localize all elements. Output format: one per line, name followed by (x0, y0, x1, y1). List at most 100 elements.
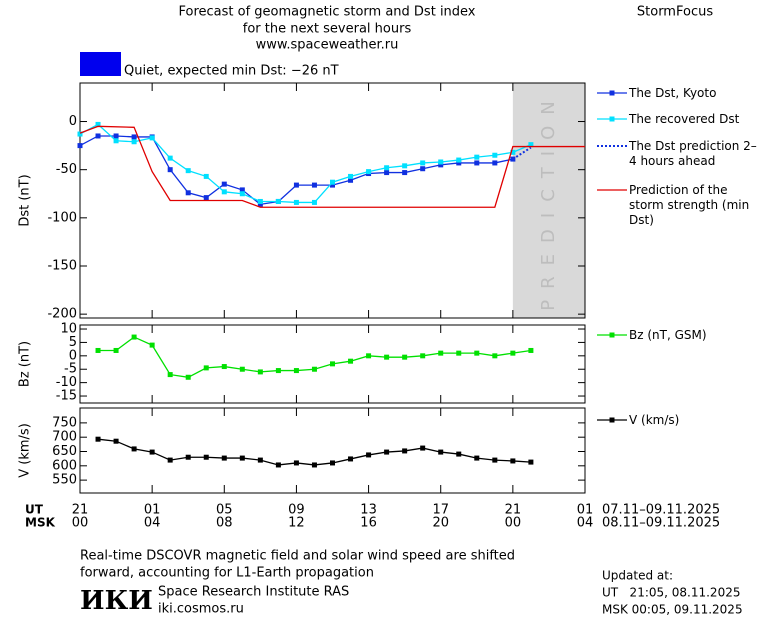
data-point (95, 347, 101, 353)
data-point (275, 198, 281, 204)
data-point (239, 455, 245, 461)
data-point (131, 334, 137, 340)
data-point (149, 135, 155, 141)
date-range: 08.11–09.11.2025 (602, 516, 720, 531)
data-point (510, 149, 516, 155)
data-point (420, 353, 426, 359)
y-axis-label: Dst (nT) (18, 174, 33, 226)
x-tick-label: 13 (360, 503, 377, 518)
data-point (474, 154, 480, 160)
data-point (330, 361, 335, 367)
y-tick-label: 750 (52, 415, 77, 430)
data-point (257, 201, 263, 207)
data-point (185, 168, 191, 174)
x-row-label: MSK (25, 516, 56, 530)
x-tick-label: 09 (288, 503, 305, 518)
data-point (293, 182, 299, 188)
data-point (330, 182, 335, 188)
data-point (456, 451, 462, 457)
data-point (438, 449, 444, 455)
data-point (330, 460, 335, 466)
y-tick-label: 550 (52, 473, 77, 488)
data-point (221, 364, 227, 370)
data-point (492, 353, 498, 359)
data-point (510, 458, 516, 464)
y-axis-label: V (km/s) (18, 423, 33, 478)
data-point (113, 133, 119, 139)
legend-entry: Bz (nT, GSM) (629, 328, 707, 342)
legend-entry: The recovered Dst (629, 112, 740, 126)
date-range: 07.11–09.11.2025 (602, 503, 720, 518)
data-point (456, 350, 462, 356)
y-tick-label: 700 (52, 430, 77, 445)
data-point (420, 160, 426, 166)
updated: UT 21:05, 08.11.2025 (602, 586, 740, 600)
y-tick-label: 600 (52, 458, 77, 473)
data-point (77, 143, 83, 149)
y-tick-label: 650 (52, 444, 77, 459)
legend-entry: Prediction of the storm strength (min Ds… (629, 183, 750, 227)
data-point (77, 131, 83, 137)
y-tick-label: 0 (69, 348, 77, 363)
data-point (293, 368, 299, 374)
x-tick-label: 00 (505, 516, 522, 531)
y-tick-label: 10 (60, 322, 77, 337)
data-point (95, 121, 101, 127)
note: forward, accounting for L1-Earth propaga… (80, 566, 374, 581)
data-point (167, 167, 173, 173)
data-point (203, 195, 209, 201)
status-box (80, 52, 121, 76)
data-point (402, 163, 408, 169)
data-point (510, 350, 516, 356)
y-tick-label: -10 (56, 375, 77, 390)
data-point (492, 457, 498, 463)
data-point (420, 445, 426, 451)
data-point (492, 160, 498, 166)
prediction-label: PREDICTION (538, 90, 559, 310)
subtitle: for the next several hours (243, 22, 412, 37)
data-point (330, 179, 335, 185)
data-point (185, 190, 191, 196)
legend-marker (609, 116, 615, 122)
data-point (348, 456, 354, 462)
data-point (420, 166, 426, 172)
data-point (257, 198, 263, 204)
data-point (384, 165, 390, 171)
data-point (113, 347, 119, 353)
plot-frame (79, 82, 586, 319)
data-point (384, 170, 390, 176)
url: www.spaceweather.ru (256, 38, 399, 53)
data-point (95, 436, 101, 442)
data-point (366, 353, 372, 359)
data-point (239, 366, 245, 372)
data-point (275, 368, 281, 374)
data-point (221, 181, 227, 187)
x-tick-label: 21 (72, 503, 89, 518)
data-point (438, 350, 444, 356)
data-point (167, 457, 173, 463)
y-tick-label: -150 (47, 258, 77, 273)
data-point (95, 133, 101, 139)
legend-marker (609, 90, 615, 96)
prediction-region (512, 83, 585, 318)
x-tick-label: 00 (72, 516, 89, 531)
x-tick-label: 21 (505, 503, 522, 518)
data-point (384, 354, 390, 360)
data-point (311, 199, 317, 205)
x-tick-label: 17 (432, 503, 449, 518)
data-point (131, 446, 137, 452)
data-point (167, 155, 173, 161)
data-point (203, 365, 209, 371)
data-point (167, 372, 173, 378)
brand: StormFocus (637, 5, 713, 20)
data-point (402, 354, 408, 360)
y-tick-label: 5 (69, 335, 77, 350)
y-tick-label: 0 (69, 114, 77, 129)
data-point (474, 455, 480, 461)
y-tick-label: -50 (56, 162, 77, 177)
institute: Space Research Institute RAS (158, 585, 349, 600)
updated: Updated at: (602, 569, 673, 583)
data-point (221, 455, 227, 461)
series-line (79, 135, 513, 206)
